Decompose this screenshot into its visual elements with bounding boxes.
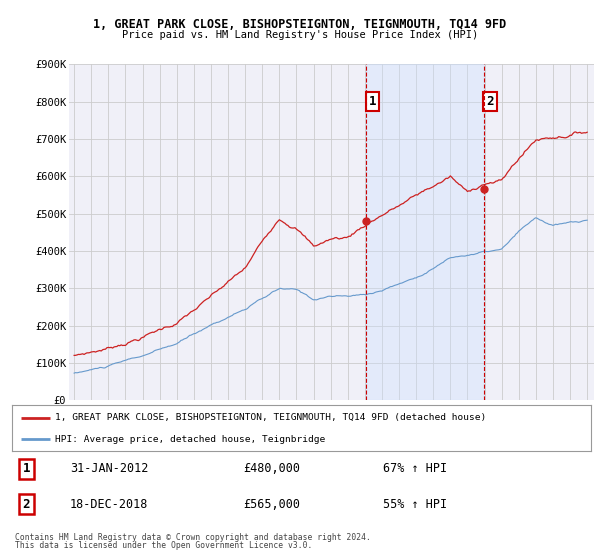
Text: Price paid vs. HM Land Registry's House Price Index (HPI): Price paid vs. HM Land Registry's House …: [122, 30, 478, 40]
Text: Contains HM Land Registry data © Crown copyright and database right 2024.: Contains HM Land Registry data © Crown c…: [15, 533, 371, 542]
Text: £565,000: £565,000: [244, 497, 301, 511]
Text: 1: 1: [23, 463, 30, 475]
Text: 55% ↑ HPI: 55% ↑ HPI: [383, 497, 446, 511]
Text: 67% ↑ HPI: 67% ↑ HPI: [383, 463, 446, 475]
Text: 2: 2: [23, 497, 30, 511]
Text: HPI: Average price, detached house, Teignbridge: HPI: Average price, detached house, Teig…: [55, 435, 326, 444]
Text: This data is licensed under the Open Government Licence v3.0.: This data is licensed under the Open Gov…: [15, 541, 313, 550]
Text: 1, GREAT PARK CLOSE, BISHOPSTEIGNTON, TEIGNMOUTH, TQ14 9FD (detached house): 1, GREAT PARK CLOSE, BISHOPSTEIGNTON, TE…: [55, 413, 487, 422]
Text: £480,000: £480,000: [244, 463, 301, 475]
Text: 18-DEC-2018: 18-DEC-2018: [70, 497, 148, 511]
Text: 31-JAN-2012: 31-JAN-2012: [70, 463, 148, 475]
Text: 1, GREAT PARK CLOSE, BISHOPSTEIGNTON, TEIGNMOUTH, TQ14 9FD: 1, GREAT PARK CLOSE, BISHOPSTEIGNTON, TE…: [94, 17, 506, 31]
Bar: [366, 64, 484, 400]
Text: 1: 1: [369, 95, 376, 108]
Text: 2: 2: [487, 95, 494, 108]
